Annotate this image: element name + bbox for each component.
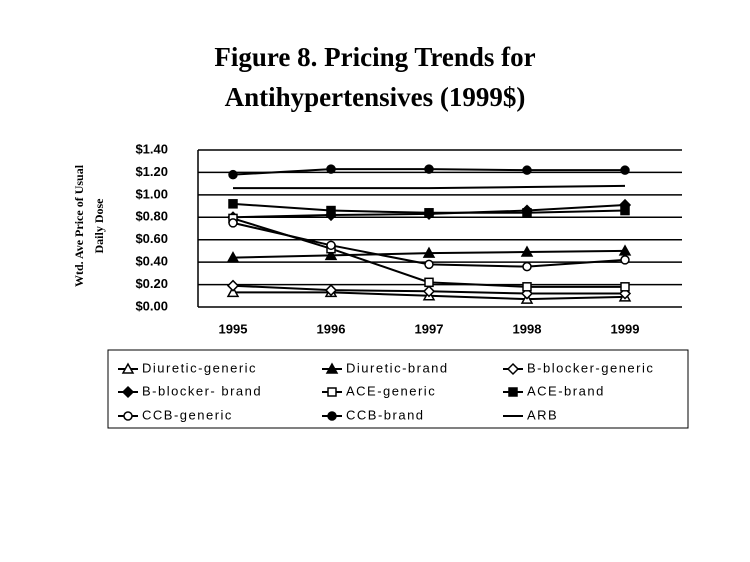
legend-label: CCB-brand xyxy=(346,407,425,422)
point xyxy=(620,282,630,292)
point xyxy=(326,240,336,251)
legend-label: ACE-generic xyxy=(346,383,436,398)
point xyxy=(422,246,436,258)
y-tick-label: $1.00 xyxy=(135,186,168,201)
point xyxy=(424,208,434,218)
legend-marker xyxy=(506,362,520,376)
point xyxy=(424,277,434,288)
series-line xyxy=(233,184,626,190)
y-tick-label: $0.00 xyxy=(135,298,168,313)
legend-label: B-blocker-generic xyxy=(527,360,654,375)
point xyxy=(620,165,630,175)
point xyxy=(326,164,336,174)
point xyxy=(620,205,630,216)
x-tick-label: 1999 xyxy=(611,321,640,336)
legend-marker xyxy=(327,411,337,421)
chart-title: Antihypertensives (1999$) xyxy=(225,82,526,112)
point xyxy=(620,255,630,265)
y-tick-label: $0.40 xyxy=(135,254,168,269)
point xyxy=(522,261,532,272)
x-tick-label: 1997 xyxy=(415,321,444,336)
legend-label: Diuretic-brand xyxy=(346,360,449,375)
legend-label: ARB xyxy=(527,407,558,422)
point xyxy=(228,218,238,228)
legend-box xyxy=(107,349,689,429)
x-tick-label: 1995 xyxy=(219,321,248,336)
legend-label: B-blocker- brand xyxy=(142,383,262,398)
point xyxy=(520,245,534,257)
point xyxy=(324,248,338,261)
y-tick-label: $1.20 xyxy=(135,164,168,179)
point xyxy=(228,199,238,209)
point xyxy=(522,165,532,175)
legend-marker xyxy=(327,387,337,397)
y-tick-label: $0.80 xyxy=(135,209,168,224)
point xyxy=(326,205,336,216)
y-axis-label: Wtd. Ave Price of Usual xyxy=(72,164,86,287)
legend-marker xyxy=(123,411,133,421)
point xyxy=(422,285,436,298)
legend-marker xyxy=(121,385,135,399)
legend-label: CCB-generic xyxy=(142,407,233,422)
y-tick-label: $0.60 xyxy=(135,231,168,246)
point xyxy=(424,164,434,174)
legend-label: ACE-brand xyxy=(527,383,605,398)
point xyxy=(226,279,240,292)
y-axis-label: Daily Dose xyxy=(92,198,106,254)
legend-marker xyxy=(508,387,518,397)
legend-label: Diuretic-generic xyxy=(142,360,257,375)
point xyxy=(618,244,632,256)
point xyxy=(226,285,240,298)
point xyxy=(228,169,238,180)
point xyxy=(226,251,240,263)
legend-marker xyxy=(325,362,339,374)
point xyxy=(522,282,532,292)
x-tick-label: 1996 xyxy=(317,321,346,336)
y-tick-label: $0.20 xyxy=(135,276,168,291)
y-tick-label: $1.40 xyxy=(135,141,168,156)
x-tick-label: 1998 xyxy=(513,321,542,336)
point xyxy=(324,284,338,297)
legend-marker xyxy=(121,362,135,374)
point xyxy=(522,208,532,218)
chart-title: Figure 8. Pricing Trends for xyxy=(214,42,535,72)
point xyxy=(424,259,434,270)
